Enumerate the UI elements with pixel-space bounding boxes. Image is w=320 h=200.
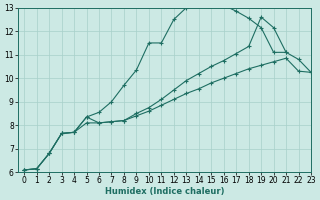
X-axis label: Humidex (Indice chaleur): Humidex (Indice chaleur) xyxy=(105,187,224,196)
